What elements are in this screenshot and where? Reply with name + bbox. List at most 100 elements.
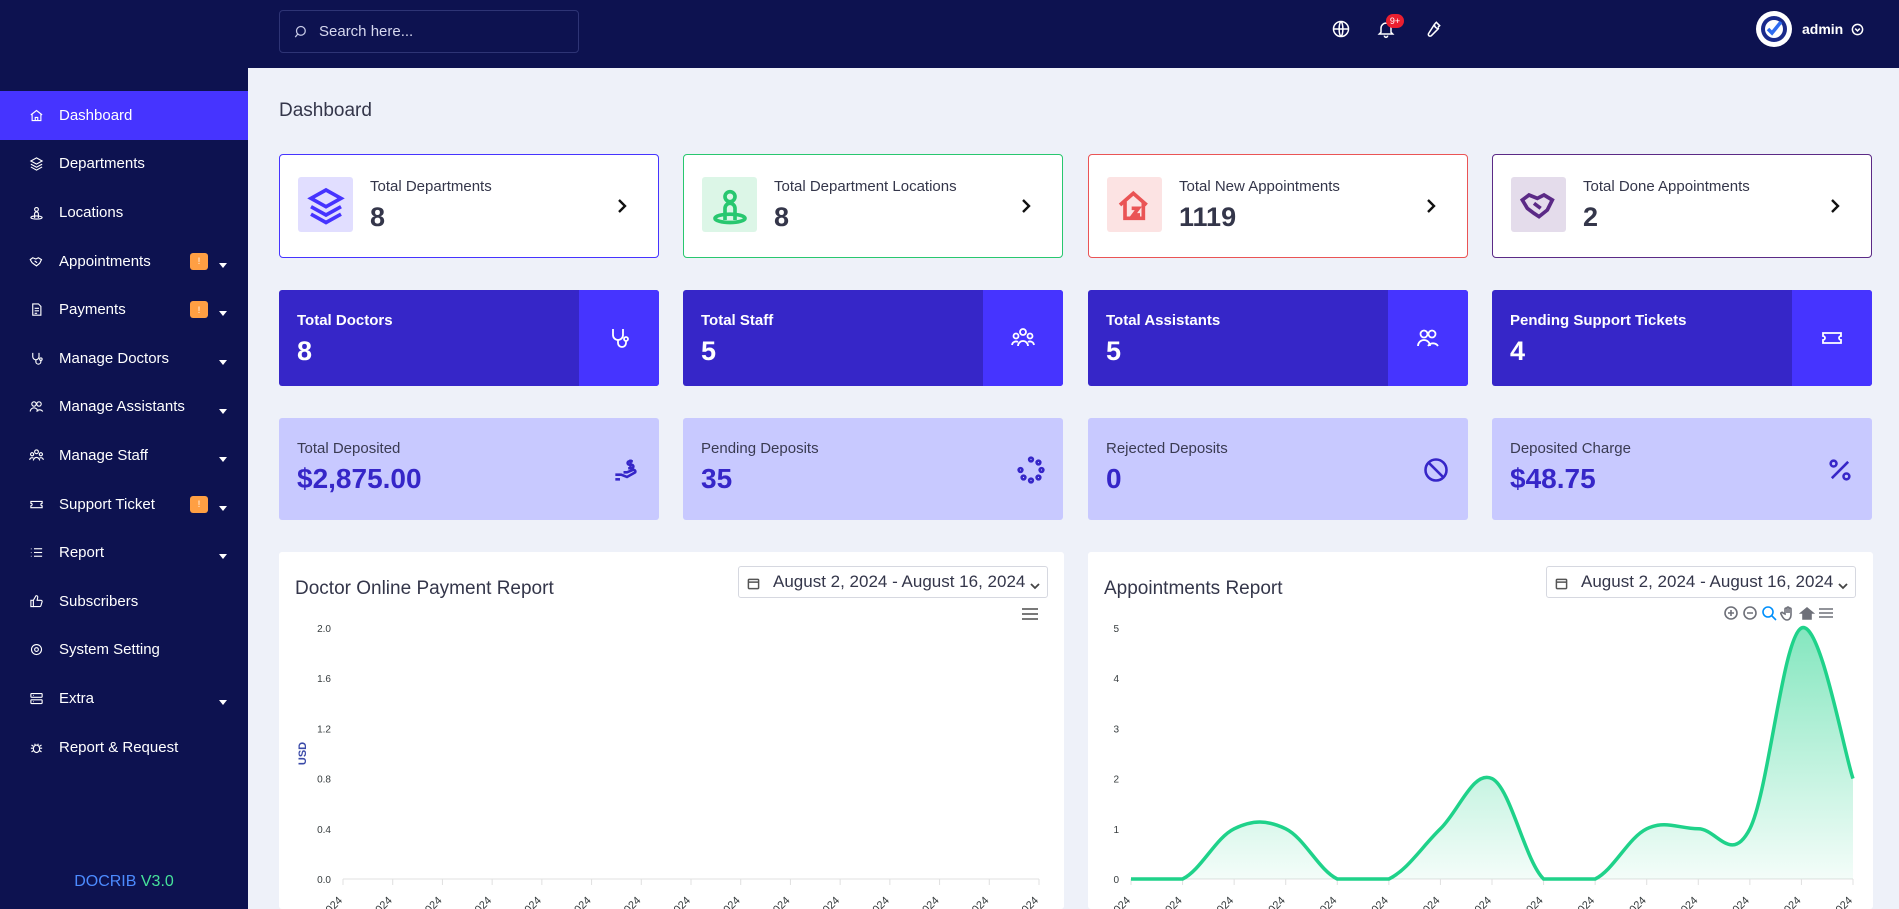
handshake-icon <box>1519 192 1555 219</box>
sidebar-item-system-setting[interactable]: System Setting <box>0 626 248 675</box>
caret-down-icon <box>218 500 228 511</box>
sidebar-item-departments[interactable]: Departments <box>0 140 248 189</box>
sidebar-item-payments[interactable]: Payments! <box>0 285 248 334</box>
handshake-icon-wrap <box>28 253 44 269</box>
widget-value: $48.75 <box>1510 463 1596 494</box>
appointments-date-range-text: August 2, 2024 - August 16, 2024 <box>1581 572 1834 591</box>
sidebar-item-extra[interactable]: Extra <box>0 674 248 723</box>
x-tick-label: 2024 <box>1778 895 1804 909</box>
widget-total-staff[interactable]: Total Staff 5 <box>683 290 1063 386</box>
x-tick-label: 2024 <box>468 895 494 909</box>
sidebar-item-report[interactable]: Report <box>0 528 248 577</box>
zoom-out-icon[interactable] <box>1742 605 1758 621</box>
notification-bell-icon[interactable]: 9+ <box>1374 14 1404 41</box>
sidebar-item-support-ticket[interactable]: Support Ticket! <box>0 480 248 529</box>
list-icon <box>30 548 42 557</box>
selection-zoom-icon[interactable] <box>1761 605 1777 621</box>
widget-total-new-appointments[interactable]: Total New Appointments 1119 <box>1088 154 1468 258</box>
zoom-in-icon[interactable] <box>1723 605 1739 621</box>
sidebar-item-subscribers[interactable]: Subscribers <box>0 577 248 626</box>
x-tick-label: 2024 <box>1210 895 1236 909</box>
ban-icon <box>1424 458 1448 482</box>
notification-badge: 9+ <box>1386 14 1404 28</box>
chart-menu-icon[interactable] <box>1818 605 1834 621</box>
language-globe-icon[interactable] <box>1329 17 1353 41</box>
receipt-icon-wrap <box>28 302 44 318</box>
widget-total-department-locations[interactable]: Total Department Locations 8 <box>683 154 1063 258</box>
widget-icon-box <box>298 177 353 232</box>
y-tick-label: 1.6 <box>317 674 331 685</box>
widget-label: Pending Deposits <box>701 440 819 457</box>
wrench-icon[interactable] <box>1421 17 1445 41</box>
search-box[interactable] <box>279 10 579 53</box>
payment-date-range-picker[interactable]: August 2, 2024 - August 16, 2024 <box>738 566 1048 598</box>
bug-icon-wrap <box>28 739 44 755</box>
sidebar-item-label: Extra <box>59 689 95 707</box>
widget-value: 35 <box>701 463 733 494</box>
stethoscope-icon <box>612 329 629 348</box>
chevron-right-icon[interactable] <box>614 197 630 215</box>
users-icon <box>29 401 43 413</box>
user-name: admin <box>1802 21 1844 37</box>
avatar <box>1756 11 1792 47</box>
widget-pending-deposits[interactable]: Pending Deposits 35 <box>683 418 1063 520</box>
sidebar-item-locations[interactable]: Locations <box>0 188 248 237</box>
sidebar-menu: Dashboard Departments Locations Appointment… <box>0 91 248 771</box>
widget-label: Total Staff <box>701 312 774 329</box>
x-tick-label: 2024 <box>518 895 544 909</box>
chart-menu-icon[interactable] <box>1021 606 1039 622</box>
x-tick-label: 2024 <box>866 895 892 909</box>
ticket-icon <box>1822 332 1842 344</box>
widget-value: 8 <box>370 202 386 232</box>
widget-value: 5 <box>1106 336 1122 366</box>
sidebar-item-label: Subscribers <box>59 592 139 610</box>
y-tick-label: 0 <box>1113 875 1119 886</box>
widget-deposited-charge[interactable]: Deposited Charge $48.75 <box>1492 418 1872 520</box>
widget-pending-support-tickets[interactable]: Pending Support Tickets 4 <box>1492 290 1872 386</box>
reset-home-icon[interactable] <box>1798 605 1816 621</box>
chevron-right-icon[interactable] <box>1423 197 1439 215</box>
widget-total-assistants[interactable]: Total Assistants 5 <box>1088 290 1468 386</box>
users-icon-wrap <box>28 399 44 415</box>
sidebar-item-manage-staff[interactable]: Manage Staff <box>0 431 248 480</box>
pan-hand-icon[interactable] <box>1780 605 1796 621</box>
widget-total-deposited[interactable]: Total Deposited $2,875.00 <box>279 418 659 520</box>
chevron-right-icon[interactable] <box>1827 197 1843 215</box>
widget-label: Total Assistants <box>1106 312 1221 329</box>
avatar-check-logo-icon <box>1761 16 1787 42</box>
sidebar-item-report-request[interactable]: Report & Request <box>0 723 248 772</box>
payment-date-range-text: August 2, 2024 - August 16, 2024 <box>773 572 1026 591</box>
caret-down-icon <box>218 451 228 463</box>
sidebar-item-label: Manage Doctors <box>59 349 170 367</box>
widget-total-doctors[interactable]: Total Doctors 8 <box>279 290 659 386</box>
widget-total-departments[interactable]: Total Departments 8 <box>279 154 659 258</box>
location-icon-wrap <box>28 204 44 220</box>
widget-icon-panel <box>1388 290 1468 386</box>
x-tick-label: 2024 <box>1675 895 1701 909</box>
sidebar-item-label: Dashboard <box>59 106 133 124</box>
ticket-icon <box>29 500 43 508</box>
area-fill <box>1131 627 1853 879</box>
x-tick-label: 2024 <box>1314 895 1340 909</box>
sidebar-item-manage-assistants[interactable]: Manage Assistants <box>0 383 248 432</box>
chevron-right-icon[interactable] <box>1018 197 1034 215</box>
user-menu[interactable]: admin <box>1756 10 1864 48</box>
sidebar-item-dashboard[interactable]: Dashboard <box>0 91 248 140</box>
x-tick-label: 2024 <box>1726 895 1752 909</box>
widget-rejected-deposits[interactable]: Rejected Deposits 0 <box>1088 418 1468 520</box>
x-tick-label: 2024 <box>1829 895 1855 909</box>
widget-total-done-appointments[interactable]: Total Done Appointments 2 <box>1492 154 1872 258</box>
search-input[interactable] <box>319 23 559 40</box>
top-navbar: 9+ admin <box>248 0 1899 68</box>
hand-coin-icon <box>615 459 637 481</box>
widget-icon-panel <box>1792 290 1872 386</box>
widget-icon-box <box>1107 177 1162 232</box>
sidebar-item-manage-doctors[interactable]: Manage Doctors <box>0 334 248 383</box>
payment-report-title: Doctor Online Payment Report <box>295 578 554 599</box>
layers-icon <box>29 157 43 172</box>
brand-footer: DOCRIB V3.0 <box>0 873 248 891</box>
appointments-date-range-picker[interactable]: August 2, 2024 - August 16, 2024 <box>1546 566 1856 598</box>
sidebar-item-appointments[interactable]: Appointments! <box>0 237 248 286</box>
widget-value: 2 <box>1583 202 1599 232</box>
sidebar-item-label: Payments <box>59 301 126 319</box>
